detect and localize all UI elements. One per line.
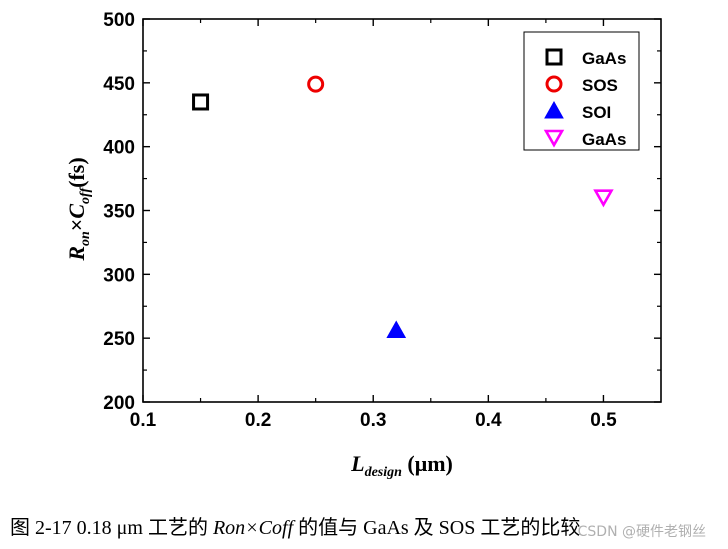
legend: GaAs SOS SOI GaAs (523, 31, 640, 151)
legend-marker-triangle-up (544, 100, 564, 119)
x-axis-title-sub: design (365, 465, 403, 480)
y-axis-title-r: R (64, 246, 89, 262)
data-point-triangle-down (593, 189, 614, 208)
scatter-chart: 0.1 0.2 0.3 0.4 0.5 200 250 300 350 400 450 500 Ga… (64, 10, 662, 480)
y-tick-label: 400 (103, 138, 135, 159)
x-tick-label: 0.5 (590, 410, 617, 431)
caption-prefix: 图 2-17 0.18 μm 工艺的 (10, 517, 213, 539)
legend-marker-triangle-down (543, 129, 565, 148)
x-axis-title-main: L (350, 451, 364, 476)
y-axis-ticks: 200 250 300 350 400 450 500 (103, 10, 661, 414)
y-tick-label: 300 (103, 265, 135, 286)
x-tick-label: 0.2 (245, 410, 271, 431)
y-axis-title-unit: (fs) (64, 157, 89, 188)
x-tick-label: 0.1 (130, 410, 157, 431)
y-axis-title-c: C (64, 204, 89, 219)
x-tick-label: 0.3 (360, 410, 386, 431)
y-tick-label: 250 (103, 329, 135, 350)
caption-italic: Ron×Coff (212, 517, 294, 539)
y-axis-title-times: × (64, 219, 89, 232)
x-tick-label: 0.4 (475, 410, 502, 431)
figure-caption: 图 2-17 0.18 μm 工艺的 Ron×Coff 的值与 GaAs 及 S… (10, 511, 580, 540)
x-axis-title-unit: (μm) (402, 451, 453, 476)
x-axis-title: Ldesign (μm) (350, 451, 453, 480)
legend-marker-square (545, 48, 563, 66)
caption-suffix: 的值与 GaAs 及 SOS 工艺的比较 (293, 517, 581, 539)
y-tick-label: 450 (103, 74, 135, 95)
data-points (192, 75, 614, 339)
y-axis-title-r-sub: on (78, 231, 93, 246)
legend-marker-circle (545, 75, 563, 93)
legend-label: SOI (582, 103, 611, 122)
x-axis-ticks: 0.1 0.2 0.3 0.4 0.5 (130, 19, 617, 431)
y-axis-title: Ron×Coff(fs) (64, 157, 93, 261)
legend-label: SOS (582, 76, 618, 95)
data-point-triangle-up (386, 320, 407, 339)
data-point-circle (307, 75, 325, 93)
legend-label: GaAs (582, 130, 626, 149)
y-tick-label: 500 (103, 10, 135, 31)
y-tick-label: 200 (103, 393, 135, 414)
y-axis-title-c-sub: off (78, 187, 93, 204)
y-tick-label: 350 (103, 202, 135, 223)
watermark: CSDN @硬件老钢丝 (577, 524, 706, 540)
legend-box (523, 31, 640, 151)
data-point-square (192, 93, 210, 111)
legend-label: GaAs (582, 49, 626, 68)
